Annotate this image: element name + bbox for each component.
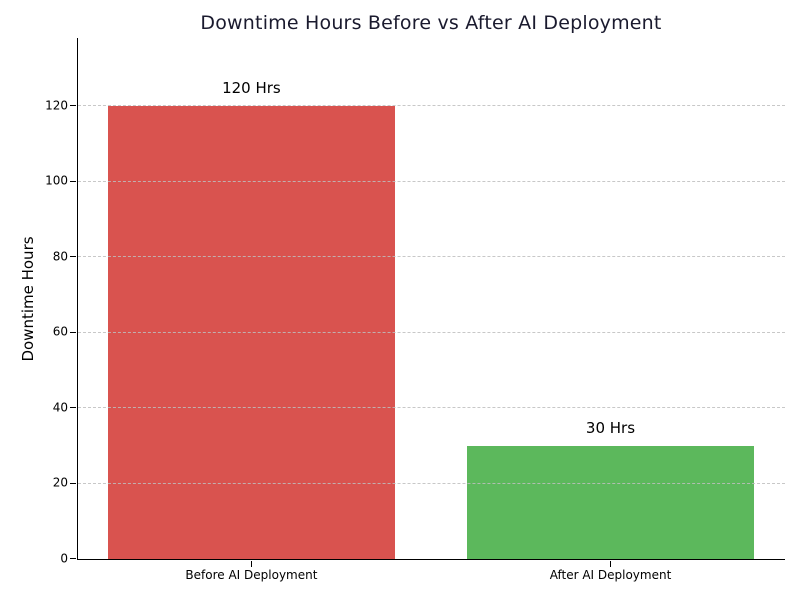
bar-value-label: 120 Hrs [222,78,281,97]
y-gridline [78,331,785,333]
plot-area: 0 20 40 60 80 100 120 120 Hrs Before AI Deployme… [45,38,785,582]
y-tick-label: 60 [52,325,68,340]
x-tick-label: Before AI Deployment [185,568,318,582]
y-tick-label: 20 [52,476,68,491]
y-tick-mark [70,180,76,182]
y-tick-mark [70,407,76,409]
x-tick-mark [250,561,252,567]
y-tick-mark [70,558,76,560]
y-gridline [78,256,785,258]
y-tick-mark [70,482,76,484]
y-gridline [78,105,785,107]
bar-value-label: 30 Hrs [585,418,636,437]
y-tick-mark [70,105,76,107]
y-tick-label: 80 [52,249,68,264]
y-tick-label: 0 [60,551,68,566]
y-gridline [78,180,785,182]
y-tick-label: 100 [45,174,68,189]
y-tick-mark [70,256,76,258]
y-tick-label: 40 [52,400,68,415]
chart-title: Downtime Hours Before vs After AI Deploy… [200,12,662,34]
y-gridline [78,407,785,409]
y-axis-label: Downtime Hours [19,236,37,362]
y-gridline [78,482,785,484]
x-tick-label: After AI Deployment [549,568,672,582]
x-tick-mark [609,561,611,567]
y-tick-mark [70,331,76,333]
bar-1 [466,445,755,559]
y-tick-label: 120 [45,98,68,113]
